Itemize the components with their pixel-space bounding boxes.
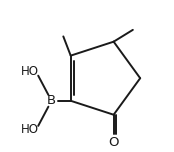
Text: HO: HO xyxy=(21,66,39,78)
Text: B: B xyxy=(47,94,56,107)
Text: HO: HO xyxy=(21,123,39,136)
Text: O: O xyxy=(108,136,119,149)
